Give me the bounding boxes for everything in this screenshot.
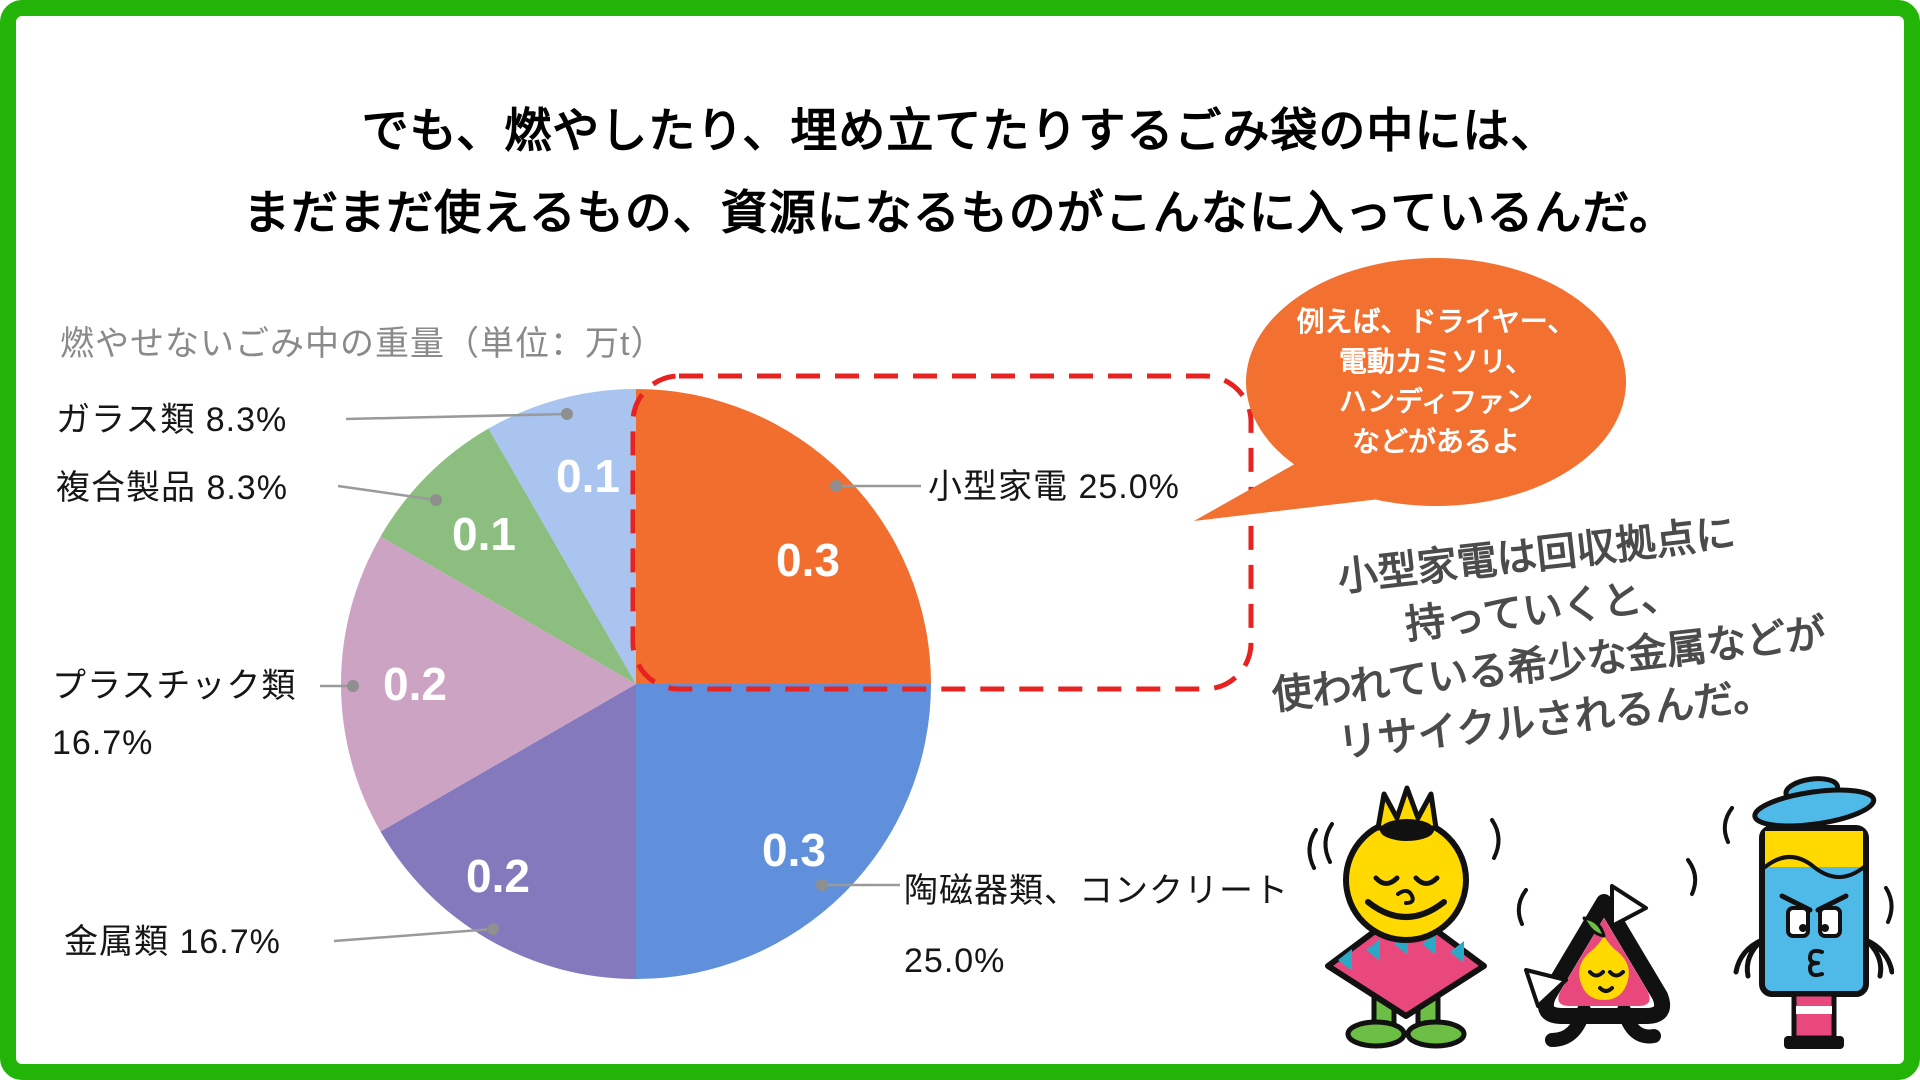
mascot-foot — [1405, 1019, 1467, 1049]
leader-dot-composite — [430, 494, 442, 506]
mascot-mouth — [1598, 986, 1614, 993]
speech-bubble-line1: 例えば、ドライヤー、 — [1296, 306, 1576, 337]
mascot-arm — [1733, 937, 1765, 979]
callout-glass: ガラス類 8.3% — [56, 401, 288, 439]
callout-composite: 複合製品 8.3% — [56, 469, 288, 507]
callout-small-appliance: 小型家電 25.0% — [928, 468, 1180, 506]
spray-can-mascot-icon — [1722, 776, 1894, 1049]
mascot-foot — [1784, 1036, 1844, 1049]
mascot-eye — [1818, 906, 1842, 938]
mascot-hair — [1380, 819, 1434, 841]
crown-fruit-mascot-icon — [1307, 785, 1501, 1049]
pie-value-metal: 0.2 — [466, 850, 530, 902]
speech-bubble-line4: などがあるよ — [1351, 426, 1520, 457]
pie-value-small-appliance: 0.3 — [776, 534, 840, 586]
pie-slice-composite — [380, 428, 636, 684]
motion-line-icon — [1516, 888, 1528, 926]
page-title: でも、燃やしたり、埋め立てたりするごみ袋の中には、 まだまだ使えるもの、資源にな… — [16, 90, 1904, 254]
mascot-face — [1579, 936, 1629, 1000]
mascot-foot — [1345, 1019, 1407, 1049]
pie-chart: 0.3 0.3 0.2 0.2 0.1 0.1 — [320, 258, 1626, 979]
mascot-characters — [1307, 776, 1894, 1049]
leader-dot-plastic — [347, 680, 359, 692]
chart-title: 燃やせないごみ中の重量（単位：万t） — [60, 325, 666, 363]
recycle-arrowhead-icon — [1524, 968, 1568, 1008]
mascot-eye — [1413, 875, 1440, 886]
callout-ceramics-line1: 陶磁器類、コンクリート — [904, 872, 1289, 910]
recycle-arrow-ring-icon — [1537, 894, 1671, 1024]
callout-plastic-line1: プラスチック類 — [52, 667, 297, 705]
page-title-line2: まだまだ使えるもの、資源になるものがこんなに入っているんだ。 — [243, 186, 1677, 239]
motion-line-icon — [1490, 818, 1501, 860]
leader-dot-glass — [561, 408, 573, 420]
pie-slice-glass — [488, 389, 636, 684]
pie-slice-ceramics-concrete — [636, 684, 931, 979]
mascot-nose — [1396, 889, 1415, 905]
leader-dot-ceramics — [816, 879, 828, 891]
pie-value-ceramics: 0.3 — [762, 824, 826, 876]
mascot-eye — [1373, 875, 1400, 886]
speech-bubble-line2: 電動カミソリ、 — [1338, 346, 1534, 377]
leader-line-glass — [345, 412, 568, 421]
motion-line-icon — [1323, 822, 1334, 864]
mascot-mouth — [1365, 899, 1447, 920]
mascot-eye — [1786, 906, 1810, 938]
leader-dots — [347, 408, 842, 935]
callout-plastic: プラスチック類 16.7% — [52, 658, 296, 772]
leg-stripe — [1796, 1006, 1832, 1014]
page-title-line1: でも、燃やしたり、埋め立てたりするごみ袋の中には、 — [361, 104, 1559, 157]
callout-plastic-line2: 16.7% — [52, 724, 154, 762]
speech-bubble-text: 例えば、ドライヤー、 電動カミソリ、 ハンディファン などがあるよ — [1246, 302, 1626, 462]
pie-slice-plastic — [340, 536, 636, 832]
pie-value-plastic: 0.2 — [383, 658, 447, 710]
motion-line-icon — [1884, 886, 1894, 924]
leader-dot-small-appliance — [830, 480, 842, 492]
leader-dot-metal — [487, 923, 499, 935]
mascot-lid — [1752, 776, 1877, 829]
speech-bubble — [1246, 258, 1626, 506]
body-band — [1765, 831, 1863, 867]
mascot-eye — [1608, 970, 1625, 978]
mascot-arm — [1863, 937, 1894, 979]
highlight-dashed-box — [630, 373, 1254, 692]
mascot-sprout — [1582, 916, 1606, 938]
callout-metal: 金属類 16.7% — [64, 923, 281, 961]
callout-ceramics: 陶磁器類、コンクリート 25.0% — [904, 856, 1289, 996]
motion-line-icon — [1722, 806, 1734, 844]
recycle-fruit-mascot-icon — [1516, 858, 1698, 1047]
pie-value-glass: 0.1 — [556, 450, 620, 502]
mascot-crown — [1375, 785, 1439, 831]
motion-line-icon — [1686, 858, 1698, 896]
mascot-leg — [1791, 991, 1837, 1041]
pie-slice-metal — [380, 684, 636, 979]
band-wave — [1763, 855, 1866, 879]
mascot-eye — [1588, 970, 1605, 978]
leader-lines — [320, 412, 921, 943]
lid-rim — [1752, 787, 1877, 829]
leader-line-composite — [337, 484, 437, 502]
recycle-arrowhead-icon — [1610, 884, 1648, 928]
pie-slice-small-appliance — [636, 389, 931, 684]
speech-bubble-line3: ハンディファン — [1338, 386, 1534, 417]
motion-line-icon — [1307, 828, 1318, 870]
pie-value-composite: 0.1 — [452, 508, 516, 560]
mascot-pupil — [1821, 924, 1829, 932]
mascot-pupil — [1799, 924, 1807, 932]
leader-line-metal — [333, 927, 494, 943]
callout-ceramics-line2: 25.0% — [904, 942, 1006, 980]
mascot-mouth — [1808, 948, 1824, 978]
poncho-pattern — [1338, 933, 1464, 971]
